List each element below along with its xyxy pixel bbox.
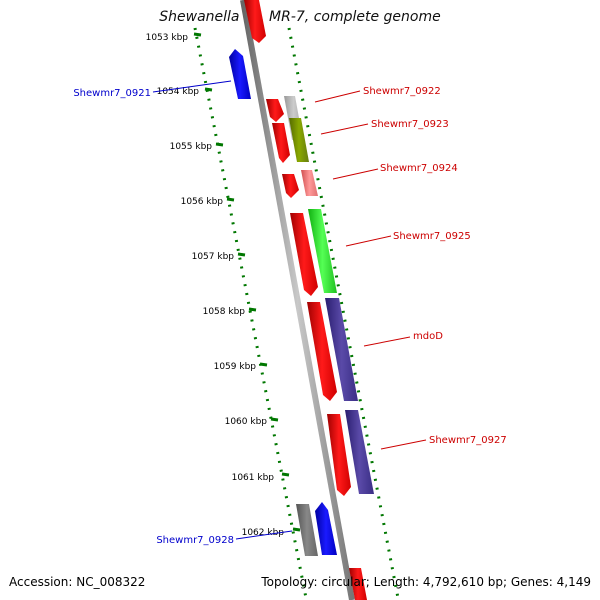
gene-red-0922[interactable]: [266, 99, 284, 122]
gene-label-mdod[interactable]: mdoD: [413, 331, 443, 342]
topology-text: Topology: circular; Length: 4,792,610 bp…: [261, 575, 591, 589]
genome-backbone: [240, 0, 355, 600]
tick-label: 1053 kbp: [146, 33, 189, 43]
gene-mdod[interactable]: [325, 298, 358, 401]
major-tick: [270, 417, 279, 422]
gene-red-0923[interactable]: [272, 123, 290, 163]
gene-shewmr7-0923[interactable]: [289, 118, 309, 162]
tick-label: 1060 kbp: [225, 417, 268, 427]
tick-label: 1062 kbp: [242, 528, 285, 538]
label-leader-line: [345, 235, 392, 247]
tick-label: 1056 kbp: [181, 197, 224, 207]
tick-label: 1061 kbp: [232, 473, 275, 483]
tick-label: 1054 kbp: [157, 87, 200, 97]
label-leader-line: [380, 439, 427, 450]
accession-text: Accession: NC_008322: [9, 575, 146, 589]
major-tick: [292, 527, 301, 532]
gene-label-shewmr7-0924[interactable]: Shewmr7_0924: [380, 163, 458, 174]
gene-shewmr7-0927[interactable]: [345, 410, 374, 494]
major-tick: [204, 87, 213, 92]
gene-top-edge-red[interactable]: [244, 0, 266, 43]
label-leader-line: [363, 336, 411, 347]
label-leader-line: [235, 530, 293, 540]
gene-red-0924[interactable]: [282, 174, 299, 198]
major-tick: [248, 307, 257, 312]
gene-shewmr7-0924[interactable]: [301, 170, 318, 196]
gene-label-shewmr7-0922[interactable]: Shewmr7_0922: [363, 86, 441, 97]
gene-shewmr7-0925[interactable]: [308, 209, 337, 293]
label-leader-line: [320, 123, 369, 135]
gene-shewmr7-0928[interactable]: [315, 502, 337, 555]
map-title: Shewanella sp. MR-7, complete genome: [159, 9, 441, 25]
gene-shewmr7-0928-grey[interactable]: [296, 504, 318, 556]
major-tick: [259, 362, 268, 367]
tick-label: 1055 kbp: [170, 142, 213, 152]
major-tick: [226, 197, 235, 202]
tick-label: 1059 kbp: [214, 362, 257, 372]
major-tick: [193, 32, 202, 37]
major-tick: [215, 142, 224, 147]
gene-label-shewmr7-0921[interactable]: Shewmr7_0921: [73, 88, 151, 99]
label-leader-line: [332, 168, 379, 180]
gene-label-shewmr7-0923[interactable]: Shewmr7_0923: [371, 119, 449, 130]
gene-label-shewmr7-0925[interactable]: Shewmr7_0925: [393, 231, 471, 242]
gene-red-0927[interactable]: [327, 414, 351, 496]
gene-bottom-edge-red[interactable]: [349, 568, 367, 600]
gene-red-0925[interactable]: [290, 213, 318, 296]
major-tick: [281, 472, 290, 477]
gene-shewmr7-0921[interactable]: [229, 49, 251, 99]
gene-label-shewmr7-0928[interactable]: Shewmr7_0928: [156, 535, 234, 546]
label-leader-line: [314, 90, 361, 103]
label-leader-line: [152, 80, 232, 93]
gene-label-shewmr7-0927[interactable]: Shewmr7_0927: [429, 435, 507, 446]
tick-label: 1057 kbp: [192, 252, 235, 262]
tick-label: 1058 kbp: [203, 307, 246, 317]
gene-red-mdod[interactable]: [307, 302, 337, 401]
major-tick: [237, 252, 246, 257]
